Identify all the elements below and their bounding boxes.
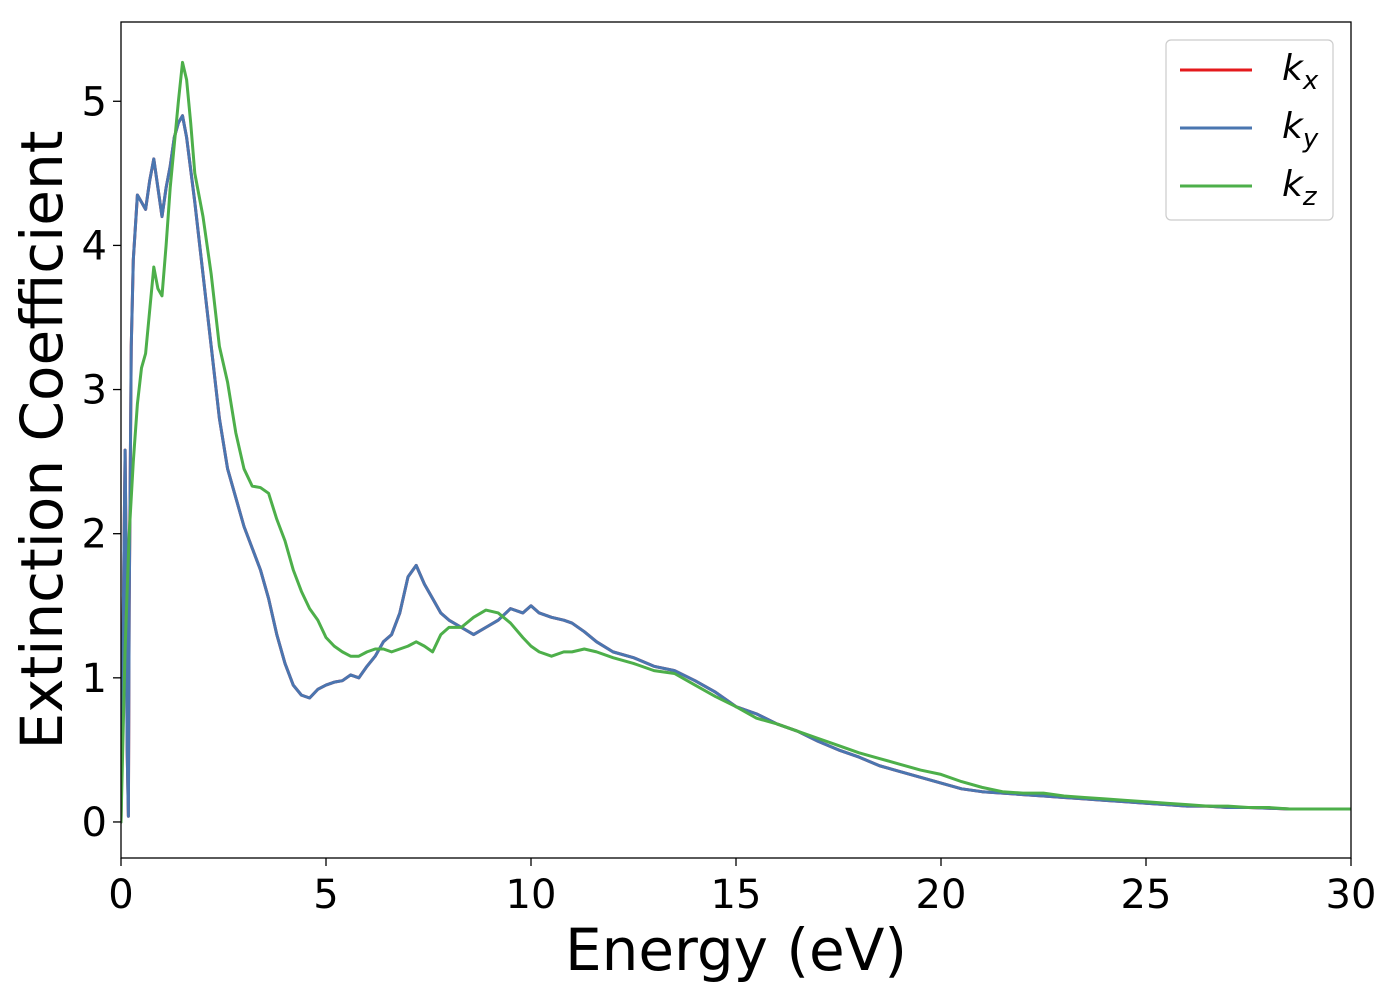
series-line-kz [121, 60, 1351, 824]
x-tick-label: 10 [506, 872, 557, 918]
legend: kx ky kz [1165, 39, 1334, 221]
y-tick-label: 3 [82, 368, 107, 414]
legend-label-kz: kz [1282, 164, 1318, 212]
series-layer [121, 60, 1351, 824]
x-tick-label: 5 [313, 872, 338, 918]
series-line-kx [121, 114, 1351, 824]
legend-label-kx: kx [1282, 48, 1319, 96]
x-tick-label: 25 [1121, 872, 1172, 918]
x-tick-label: 20 [916, 872, 967, 918]
x-tick-label: 15 [711, 872, 762, 918]
x-tick-label: 30 [1326, 872, 1377, 918]
legend-label-ky: ky [1282, 106, 1319, 154]
y-tick-label: 1 [82, 656, 107, 702]
y-tick-label: 4 [82, 223, 107, 269]
y-tick-label: 0 [82, 800, 107, 846]
y-axis-title: Extinction Coefficient [8, 131, 76, 750]
x-tick-label: 0 [108, 872, 133, 918]
y-axis: 0 1 2 3 4 5 [82, 79, 121, 846]
series-line-ky [121, 114, 1351, 824]
y-tick-label: 2 [82, 512, 107, 558]
x-axis: 0 5 10 15 20 25 30 [108, 858, 1376, 918]
legend-box [1165, 39, 1334, 221]
x-axis-title: Energy (eV) [565, 916, 907, 984]
y-tick-label: 5 [82, 79, 107, 125]
